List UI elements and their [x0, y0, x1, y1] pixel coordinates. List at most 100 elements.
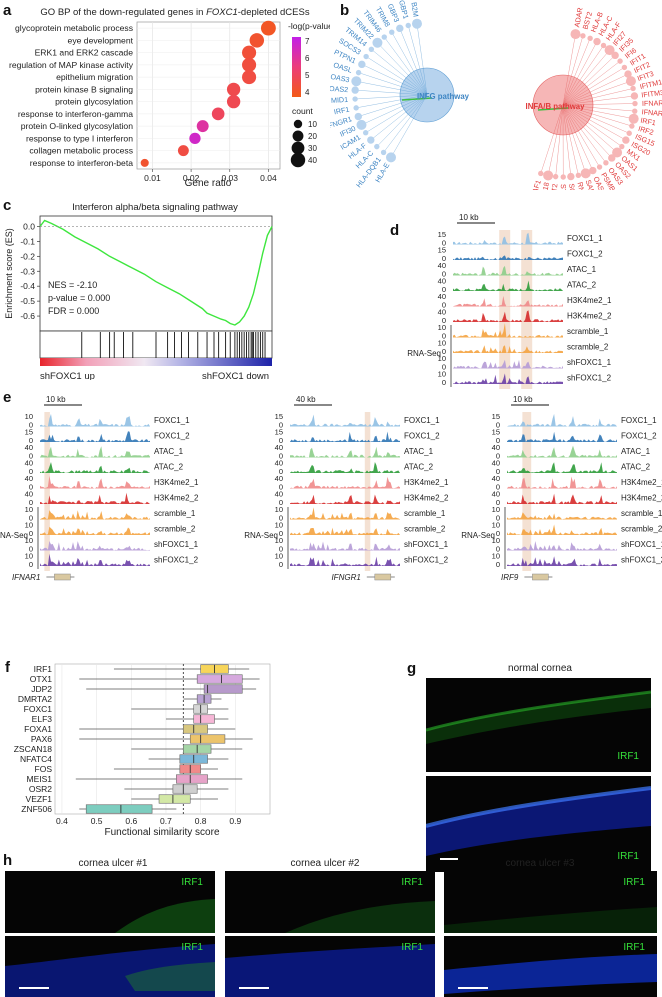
panel-a-xtick-label: 0.03 [221, 173, 238, 183]
panel-f-category-label: OSR2 [29, 784, 52, 794]
panel-f-xtick-label: 0.8 [195, 816, 207, 826]
panel-a-dot [196, 120, 209, 133]
panel-b-edge [358, 72, 428, 96]
panel-e-track-max: 40 [492, 490, 500, 499]
panel-h-title-1: cornea ulcer #1 [78, 858, 148, 869]
panel-d-rnaseq-label: RNA-Seq [407, 349, 441, 358]
panel-e-track-name: FOXC1_2 [154, 432, 190, 441]
panel-b-gene-node [560, 174, 566, 180]
panel-d-track-name: FOXC1_1 [567, 234, 603, 243]
panel-b-gene-node [405, 22, 411, 29]
panel-e-track-zero: 0 [279, 467, 283, 476]
panel-e-track-max: 40 [25, 490, 33, 499]
panel-e-track-signal [40, 510, 150, 520]
panel-e-track-signal [40, 475, 150, 489]
panel-b-gene-node [629, 123, 635, 129]
panel-b-edge [355, 94, 428, 100]
panel-h-ulcer3-scale-bar [458, 987, 488, 989]
panel-a-xtick-label: 0.04 [260, 173, 277, 183]
panel-e-highlight-band [364, 412, 371, 571]
panel-f-category-label: IRF1 [34, 664, 53, 674]
panel-b-gene-node [596, 164, 603, 170]
panel-a-dot [226, 94, 241, 109]
panel-d-track-max: 10 [438, 323, 446, 332]
panel-h-ulcer1-irf1-label: IRF1 [181, 877, 203, 888]
panel-e-track-name: FOXC1_2 [404, 432, 440, 441]
panel-e-track-signal [290, 462, 400, 473]
panel-e-track-signal [40, 431, 150, 442]
panel-a-xtick-label: 0.02 [183, 173, 200, 183]
panel-b-gene-label: OAS3 [330, 72, 350, 84]
panel-e-track-name: FOXC1_1 [621, 416, 657, 425]
panel-e-track-zero: 0 [279, 436, 283, 445]
panel-f-xtick-label: 0.4 [56, 816, 68, 826]
panel-g-irf1-label: IRF1 [617, 751, 639, 762]
panel-b-edge [562, 88, 634, 106]
panel-e-track-max: 10 [492, 505, 500, 514]
panel-a-dot [242, 57, 257, 72]
panel-b-edge [376, 94, 428, 147]
panel-d-scale-label: 10 kb [459, 213, 479, 222]
panel-e-track-name: FOXC1_1 [154, 416, 190, 425]
panel-b-edge [361, 64, 428, 96]
panel-a-dot [242, 45, 257, 60]
panel-a-dot [260, 20, 276, 36]
panel-a-colorbar-tick: 6 [305, 54, 310, 63]
panel-d-track-max: 40 [438, 261, 446, 270]
panel-e-track-name: H3K4me2_2 [154, 494, 199, 503]
panel-b-gene-node [608, 154, 616, 162]
panel-b-gene-label: RNASEL [576, 181, 591, 190]
panel-b-edge [562, 104, 612, 159]
panel-a-colorbar-tick: 7 [305, 37, 310, 46]
panel-f-boxplot: f 0.4 0.5 0.6 0.7 0.8 0.9 IRF1OTX1JDP2DMRTA2F… [5, 659, 271, 838]
panel-g-tissue-signal [426, 690, 651, 744]
panel-b-edge [562, 104, 622, 147]
panel-f-category-label: NFATC4 [20, 754, 52, 764]
panel-b-gene-node [611, 51, 619, 60]
panel-g-title: normal cornea [508, 663, 572, 674]
panel-h-ulcer1-irf1-signal [115, 899, 215, 933]
panel-a-colorbar [292, 37, 301, 97]
panel-e-track-zero: 0 [279, 560, 283, 569]
panel-c-plot-area [39, 215, 273, 332]
panel-a-category-label: response to interferon-beta [30, 158, 133, 168]
panel-d-track-name: ATAC_2 [567, 281, 597, 290]
panel-e-track-max: 40 [275, 490, 283, 499]
panel-e-track-zero: 0 [496, 529, 500, 538]
panel-a-dot [249, 33, 265, 48]
panel-c-ytick-label: -0.6 [20, 311, 35, 321]
panel-e-track-max: 40 [275, 459, 283, 468]
panel-d-track-name: FOXC1_2 [567, 250, 603, 259]
panel-c-ytick-label: 0.0 [23, 221, 35, 231]
panel-e-track-name: ATAC_1 [154, 447, 184, 456]
panel-b-hub-label: INFG pathway [417, 92, 470, 101]
panel-e-track-signal [507, 493, 617, 504]
panel-c-fdr: FDR = 0.000 [48, 306, 99, 316]
panel-a-category-label: protein glycosylation [55, 97, 133, 107]
panel-b-gene-label: IFNAR1 [642, 98, 662, 108]
panel-e-track-zero: 0 [29, 529, 33, 538]
panel-c-rank-bar [40, 358, 272, 366]
panel-e-track-name: scramble_1 [154, 509, 196, 518]
panel-e-rnaseq-label: RNA-Seq [0, 531, 28, 540]
panel-d-track-max: 10 [438, 370, 446, 379]
panel-e-track-zero: 0 [29, 514, 33, 523]
panel-b-edge [562, 95, 635, 106]
panel-e-track-name: ATAC_2 [621, 463, 651, 472]
panel-b-gene-label: SAMHD1 [584, 179, 602, 190]
panel-d-track-zero: 0 [442, 254, 446, 263]
panel-e-track-zero: 0 [496, 421, 500, 430]
panel-e-track-name: FOXC1_2 [621, 432, 657, 441]
panel-b-edge [555, 104, 564, 177]
panel-b-gene-node [570, 29, 581, 40]
panel-b-edge [377, 42, 428, 96]
panel-d-track-name: H3K4me2_2 [567, 312, 612, 321]
panel-e-track-zero: 0 [496, 436, 500, 445]
panel-b-edge [562, 45, 604, 106]
panel-h-title-3: cornea ulcer #3 [505, 858, 575, 869]
panel-h-ulcer3-irf1: IRF1 [444, 871, 657, 933]
panel-e-track-signal [290, 431, 400, 442]
panel-e-track-name: H3K4me2_1 [621, 478, 662, 487]
panel-d-track-signal [453, 265, 563, 276]
